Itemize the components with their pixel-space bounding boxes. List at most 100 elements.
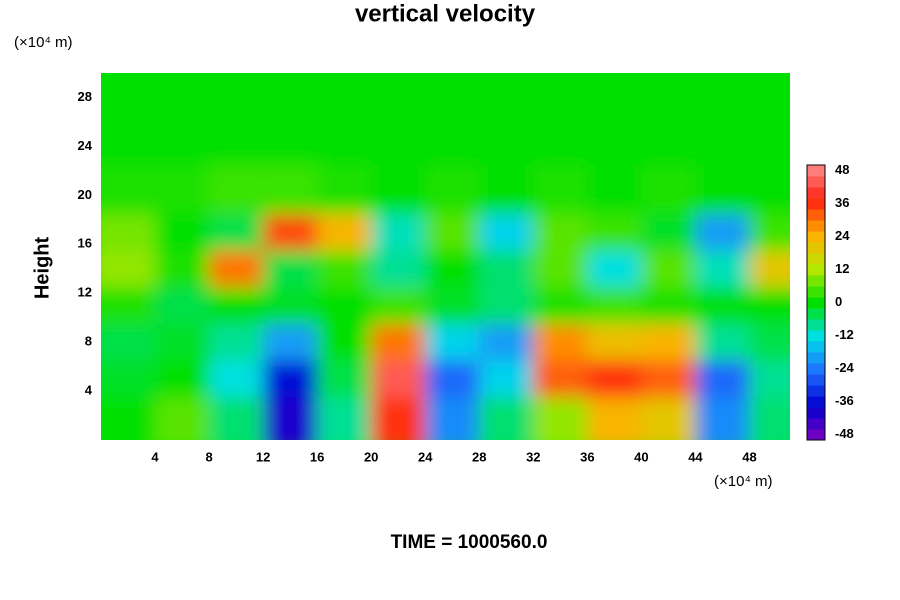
field-cell [155,73,210,165]
colorbar-band [807,286,825,298]
field-cell [425,250,480,288]
field-cell [641,213,696,251]
colorbar-tick-label: -36 [835,393,854,408]
field-cell [641,360,696,398]
colorbar-band [807,231,825,243]
colorbar-tick-label: 0 [835,294,842,309]
field-cell [371,397,426,440]
field-cell [101,250,156,288]
field-cell [533,360,588,398]
colorbar-band [807,418,825,430]
field-cell [641,323,696,361]
x-tick-label: 24 [418,449,433,464]
field-cell [749,397,790,440]
colorbar-tick-label: -24 [835,360,855,375]
y-tick-label: 8 [85,334,92,349]
field-cell [749,287,790,324]
field-cell [749,73,790,165]
colorbar-band [807,330,825,342]
field [101,73,790,440]
field-cell [371,323,426,361]
field-cell [425,213,480,251]
colorbar-band [807,187,825,199]
field-cell [317,287,372,324]
y-tick-label: 12 [78,285,92,300]
x-tick-label: 32 [526,449,540,464]
field-cell [209,360,264,398]
field-cell [749,360,790,398]
field-cell [155,323,210,361]
field-cell [695,287,750,324]
field-cell [371,360,426,398]
field-cell [371,213,426,251]
field-cell [371,73,426,165]
field-cell [533,73,588,165]
y-tick-label: 24 [78,138,93,153]
field-cell [155,397,210,440]
field-cell [155,360,210,398]
field-cell [479,397,534,440]
field-cell [263,73,318,165]
colorbar-band [807,220,825,232]
colorbar-band [807,198,825,210]
field-cell [209,164,264,214]
field-cell [479,323,534,361]
field-cell [479,213,534,251]
field-cell [371,250,426,288]
field-cell [533,287,588,324]
x-tick-label: 20 [364,449,378,464]
field-cell [101,397,156,440]
field-cell [749,323,790,361]
field-cell [317,397,372,440]
colorbar-band [807,242,825,254]
y-tick-label: 4 [85,383,93,398]
field-cell [425,397,480,440]
colorbar-band [807,297,825,309]
field-cell [155,287,210,324]
field-cell [101,73,156,165]
field-cell [749,213,790,251]
field-cell [155,164,210,214]
y-unit-label: (×10⁴ m) [14,34,73,51]
field-cell [587,164,642,214]
field-cell [641,73,696,165]
field-cell [317,164,372,214]
field-cell [479,73,534,165]
field-cell [371,164,426,214]
colorbar-frame [806,164,826,441]
field-cell [425,360,480,398]
x-tick-label: 44 [688,449,703,464]
field-cell [209,213,264,251]
field-cell [533,323,588,361]
colorbar-band [807,341,825,353]
colorbar-tick-label: 12 [835,261,849,276]
field-cell [263,213,318,251]
x-tick-label: 4 [151,449,159,464]
field-cell [533,397,588,440]
colorbar-band [807,374,825,386]
field-cell [479,250,534,288]
field-cell [317,73,372,165]
field-cell [155,250,210,288]
field-cell [641,397,696,440]
field-cell [695,213,750,251]
field-cell [209,397,264,440]
colorbar-band [807,363,825,375]
field-cell [263,397,318,440]
x-tick-label: 16 [310,449,324,464]
field-cell [479,164,534,214]
field-cell [479,287,534,324]
field-cell [533,250,588,288]
y-tick-label: 16 [78,236,92,251]
field-cell [263,164,318,214]
field-cell [425,73,480,165]
colorbar-band [807,385,825,397]
colorbar-band [807,429,825,441]
colorbar-tick-label: 48 [835,162,849,177]
field-cell [641,164,696,214]
colorbar-band [807,264,825,276]
y-tick-label: 28 [78,89,92,104]
x-unit-label: (×10⁴ m) [714,473,773,490]
field-cell [425,287,480,324]
